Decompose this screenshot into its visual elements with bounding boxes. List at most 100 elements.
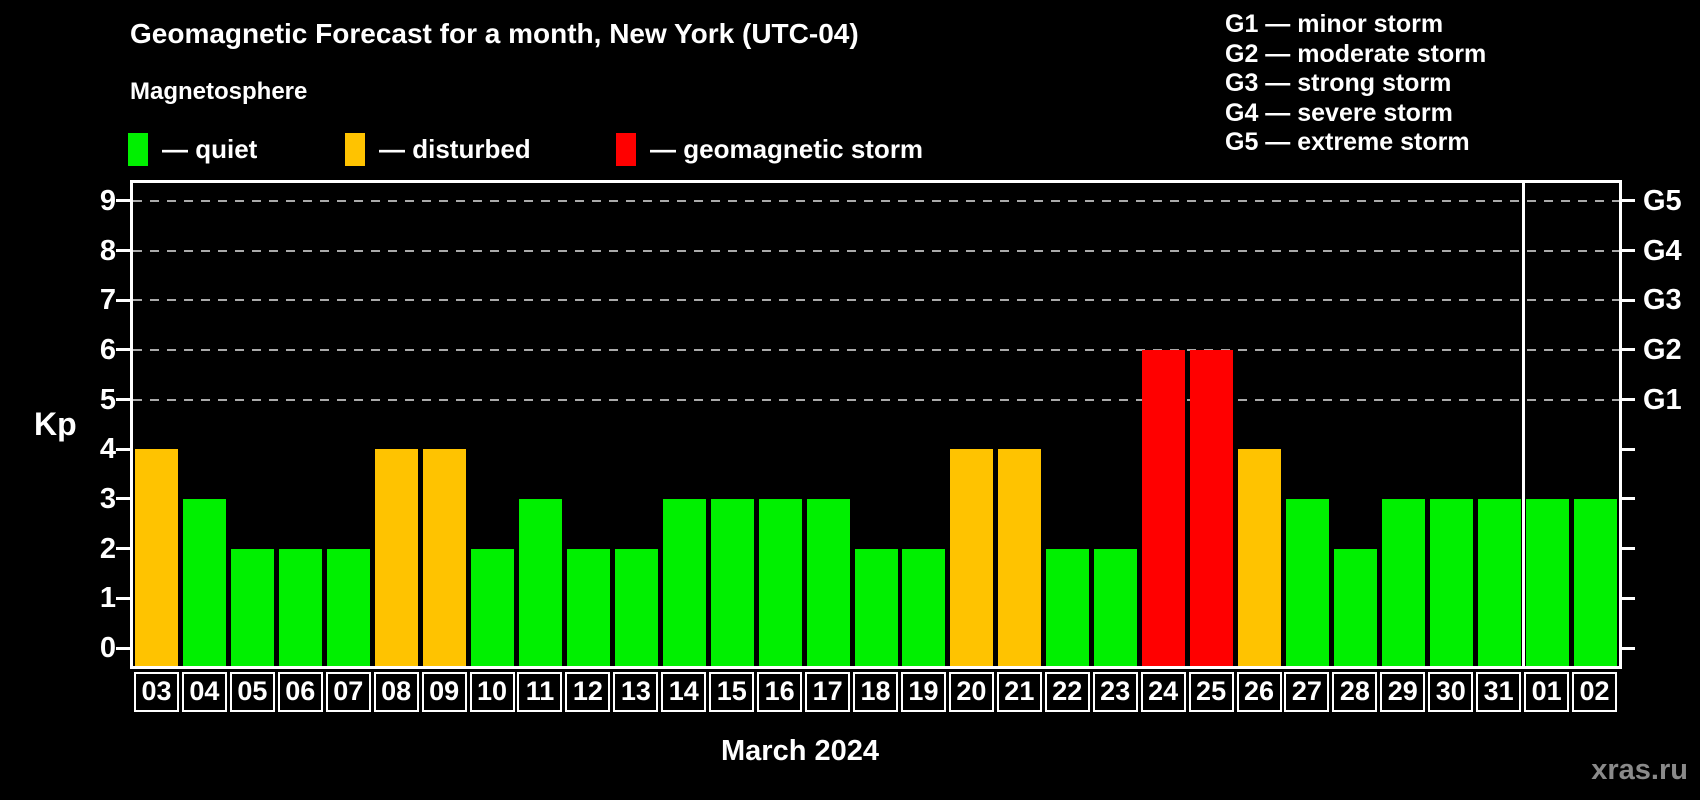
- y-tick-mark-right: [1622, 348, 1635, 352]
- g-legend-line-g2: G2 — moderate storm: [1225, 39, 1487, 68]
- date-cell-10: 10: [469, 672, 515, 712]
- y-tick-mark-right: [1622, 646, 1635, 650]
- gridline-G5: [133, 199, 1619, 202]
- date-cell-28: 28: [1332, 672, 1378, 712]
- y-tick-label-8: 8: [99, 234, 116, 267]
- y-tick-mark-right: [1622, 596, 1635, 600]
- date-cell-13: 13: [613, 672, 659, 712]
- y-tick-mark-left: [116, 547, 130, 551]
- date-cell-08: 08: [373, 672, 419, 712]
- date-cell-05: 05: [229, 672, 275, 712]
- date-cell-18: 18: [853, 672, 899, 712]
- bar-17: [806, 499, 850, 666]
- bar-23: [1094, 548, 1138, 666]
- y-tick-mark-left: [116, 596, 130, 600]
- y-tick-mark-right: [1622, 497, 1635, 501]
- bar-16: [758, 499, 802, 666]
- gridline-G2: [133, 348, 1619, 351]
- y-tick-mark-left: [116, 497, 130, 501]
- bar-29: [1381, 499, 1425, 666]
- bar-19: [902, 548, 946, 666]
- watermark: xras.ru: [1591, 754, 1688, 786]
- bar-30: [1429, 499, 1473, 666]
- y-tick-label-7: 7: [99, 284, 116, 317]
- date-cell-04: 04: [181, 672, 227, 712]
- y-tick-mark-right: [1622, 249, 1635, 253]
- date-cell-26: 26: [1236, 672, 1282, 712]
- date-cell-02: 02: [1572, 672, 1618, 712]
- bar-08: [375, 449, 419, 666]
- g-axis-label-G3: G3: [1643, 284, 1682, 317]
- g-legend-line-g1: G1 — minor storm: [1225, 10, 1444, 38]
- date-cell-17: 17: [805, 672, 851, 712]
- y-tick-label-3: 3: [99, 482, 116, 515]
- gridline-G4: [133, 249, 1619, 252]
- y-tick-mark-right: [1622, 298, 1635, 302]
- gridline-G1: [133, 398, 1619, 401]
- quiet-color-swatch: [128, 132, 148, 166]
- bar-28: [1333, 548, 1377, 666]
- date-cell-14: 14: [661, 672, 707, 712]
- y-tick-label-1: 1: [99, 582, 116, 615]
- page-title: Geomagnetic Forecast for a month, New Yo…: [130, 18, 859, 49]
- y-axis-label: Kp: [34, 406, 77, 442]
- x-axis-label: March 2024: [721, 735, 879, 767]
- date-cell-01: 01: [1524, 672, 1570, 712]
- date-cell-25: 25: [1188, 672, 1234, 712]
- g-axis-label-G4: G4: [1643, 234, 1682, 267]
- bar-10: [471, 548, 515, 666]
- disturbed-color-swatch: [345, 132, 365, 166]
- bar-02: [1573, 499, 1617, 666]
- bar-03: [135, 449, 179, 666]
- g-axis-label-G2: G2: [1643, 333, 1682, 366]
- g-axis-label-G5: G5: [1643, 184, 1682, 217]
- y-tick-mark-left: [116, 199, 130, 203]
- g-legend-line-g5: G5 — extreme storm: [1225, 128, 1470, 157]
- bar-25: [1190, 349, 1234, 666]
- bar-06: [279, 548, 323, 666]
- bar-20: [950, 449, 994, 666]
- bar-11: [518, 499, 562, 666]
- g-scale-legend: G1 — minor storm G2 — moderate storm G3 …: [1225, 10, 1486, 158]
- y-tick-mark-left: [116, 249, 130, 253]
- date-cell-27: 27: [1284, 672, 1330, 712]
- bar-04: [183, 499, 227, 666]
- y-tick-label-0: 0: [99, 632, 116, 664]
- date-cell-15: 15: [709, 672, 755, 712]
- date-cell-22: 22: [1044, 672, 1090, 712]
- y-tick-mark-left: [116, 646, 130, 650]
- y-tick-mark-left: [116, 447, 130, 451]
- date-cell-30: 30: [1428, 672, 1474, 712]
- month-separator-line: [1521, 183, 1525, 666]
- bar-14: [662, 499, 706, 666]
- g-axis-label-G1: G1: [1643, 383, 1682, 416]
- y-tick-mark-right: [1622, 199, 1635, 203]
- bar-22: [1046, 548, 1090, 666]
- bar-24: [1142, 349, 1186, 666]
- bar-31: [1477, 499, 1521, 666]
- bar-05: [231, 548, 275, 666]
- bar-15: [710, 499, 754, 666]
- storm-color-swatch: [616, 132, 636, 166]
- date-cell-23: 23: [1092, 672, 1138, 712]
- plot-area: [130, 180, 1622, 669]
- date-cell-09: 09: [421, 672, 467, 712]
- date-cell-31: 31: [1476, 672, 1522, 712]
- date-cell-11: 11: [517, 672, 563, 712]
- bar-07: [327, 548, 371, 666]
- g-legend-line-g4: G4 — severe storm: [1225, 98, 1453, 127]
- bar-13: [614, 548, 658, 666]
- y-tick-mark-right: [1622, 398, 1635, 402]
- y-tick-mark-left: [116, 398, 130, 402]
- legend-item-disturbed: — disturbed: [345, 132, 531, 166]
- g-legend-line-g3: G3 — strong storm: [1225, 69, 1452, 98]
- date-cell-07: 07: [325, 672, 371, 712]
- legend-label-disturbed: — disturbed: [379, 133, 531, 164]
- legend-item-storm: — geomagnetic storm: [616, 132, 923, 166]
- y-tick-mark-left: [116, 298, 130, 302]
- date-cell-29: 29: [1380, 672, 1426, 712]
- legend-label-quiet: — quiet: [162, 133, 258, 164]
- date-cell-06: 06: [277, 672, 323, 712]
- legend-label-storm: — geomagnetic storm: [650, 133, 924, 164]
